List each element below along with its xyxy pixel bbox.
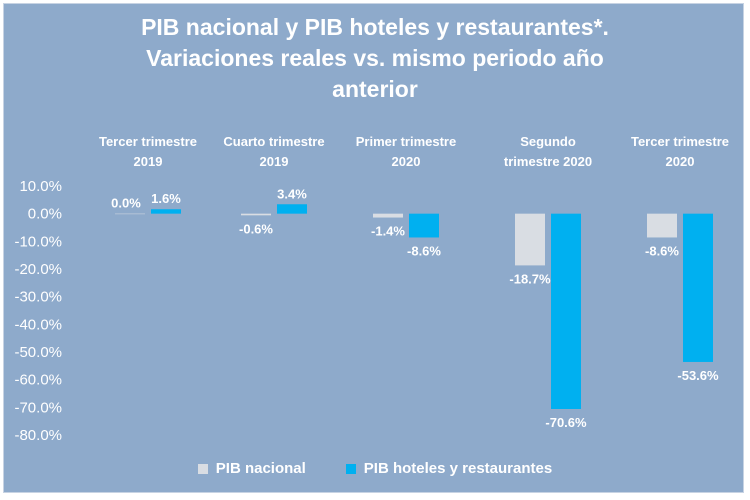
- y-tick-label: -80.0%: [14, 427, 62, 444]
- data-label: 1.6%: [151, 191, 181, 206]
- bar-pib-nacional: [647, 213, 677, 238]
- bar-pib-hoteles: [409, 213, 439, 238]
- y-tick-label: 10.0%: [19, 178, 62, 195]
- bar-pib-hoteles: [277, 204, 307, 214]
- y-tick-label: -40.0%: [14, 316, 62, 333]
- category-label: Primer trimestre 2020: [356, 134, 456, 169]
- y-tick-label: -60.0%: [14, 372, 62, 389]
- y-tick-label: -20.0%: [14, 261, 62, 278]
- category-label: Tercer trimestre 2020: [631, 134, 729, 169]
- data-label: -53.6%: [677, 368, 719, 383]
- chart-title-line-2: Variaciones reales vs. mismo periodo año: [146, 45, 604, 71]
- bar-pib-nacional: [115, 213, 145, 215]
- category-label: Segundo trimestre 2020: [504, 134, 592, 169]
- bar-pib-nacional: [515, 213, 545, 266]
- legend-swatch-pib-nacional: [197, 463, 208, 474]
- data-label: 0.0%: [111, 196, 141, 211]
- data-label: -1.4%: [371, 224, 405, 239]
- bar-pib-hoteles: [151, 209, 181, 214]
- bar-pib-hoteles: [683, 213, 713, 362]
- category-label: Cuarto trimestre 2019: [223, 134, 324, 169]
- data-label: -70.6%: [545, 415, 587, 430]
- data-label: 3.4%: [277, 186, 307, 201]
- chart-title-line-1: PIB nacional y PIB hoteles y restaurante…: [141, 14, 609, 40]
- y-tick-label: -70.0%: [14, 399, 62, 416]
- legend-item-pib-hoteles: PIB hoteles y restaurantes: [345, 460, 553, 477]
- y-tick-label: -30.0%: [14, 289, 62, 306]
- data-label: -0.6%: [239, 221, 273, 236]
- legend-label-pib-nacional: PIB nacional: [215, 460, 306, 477]
- bar-pib-hoteles: [551, 213, 581, 409]
- data-label: -8.6%: [407, 243, 441, 258]
- data-label: -18.7%: [509, 271, 551, 286]
- y-tick-label: 0.0%: [28, 206, 62, 223]
- category-label: Tercer trimestre 2019: [99, 134, 197, 169]
- legend: PIB nacional PIB hoteles y restaurantes: [0, 460, 750, 477]
- chart-title: PIB nacional y PIB hoteles y restaurante…: [0, 12, 750, 105]
- data-label: -8.6%: [645, 243, 679, 258]
- bar-pib-nacional: [241, 213, 271, 216]
- chart-background: [3, 3, 744, 493]
- legend-item-pib-nacional: PIB nacional: [197, 460, 306, 477]
- legend-label-pib-hoteles: PIB hoteles y restaurantes: [363, 460, 553, 477]
- y-tick-label: -50.0%: [14, 344, 62, 361]
- legend-swatch-pib-hoteles: [345, 463, 356, 474]
- bar-pib-nacional: [373, 213, 403, 218]
- chart-title-line-3: anterior: [332, 76, 418, 102]
- y-tick-label: -10.0%: [14, 233, 62, 250]
